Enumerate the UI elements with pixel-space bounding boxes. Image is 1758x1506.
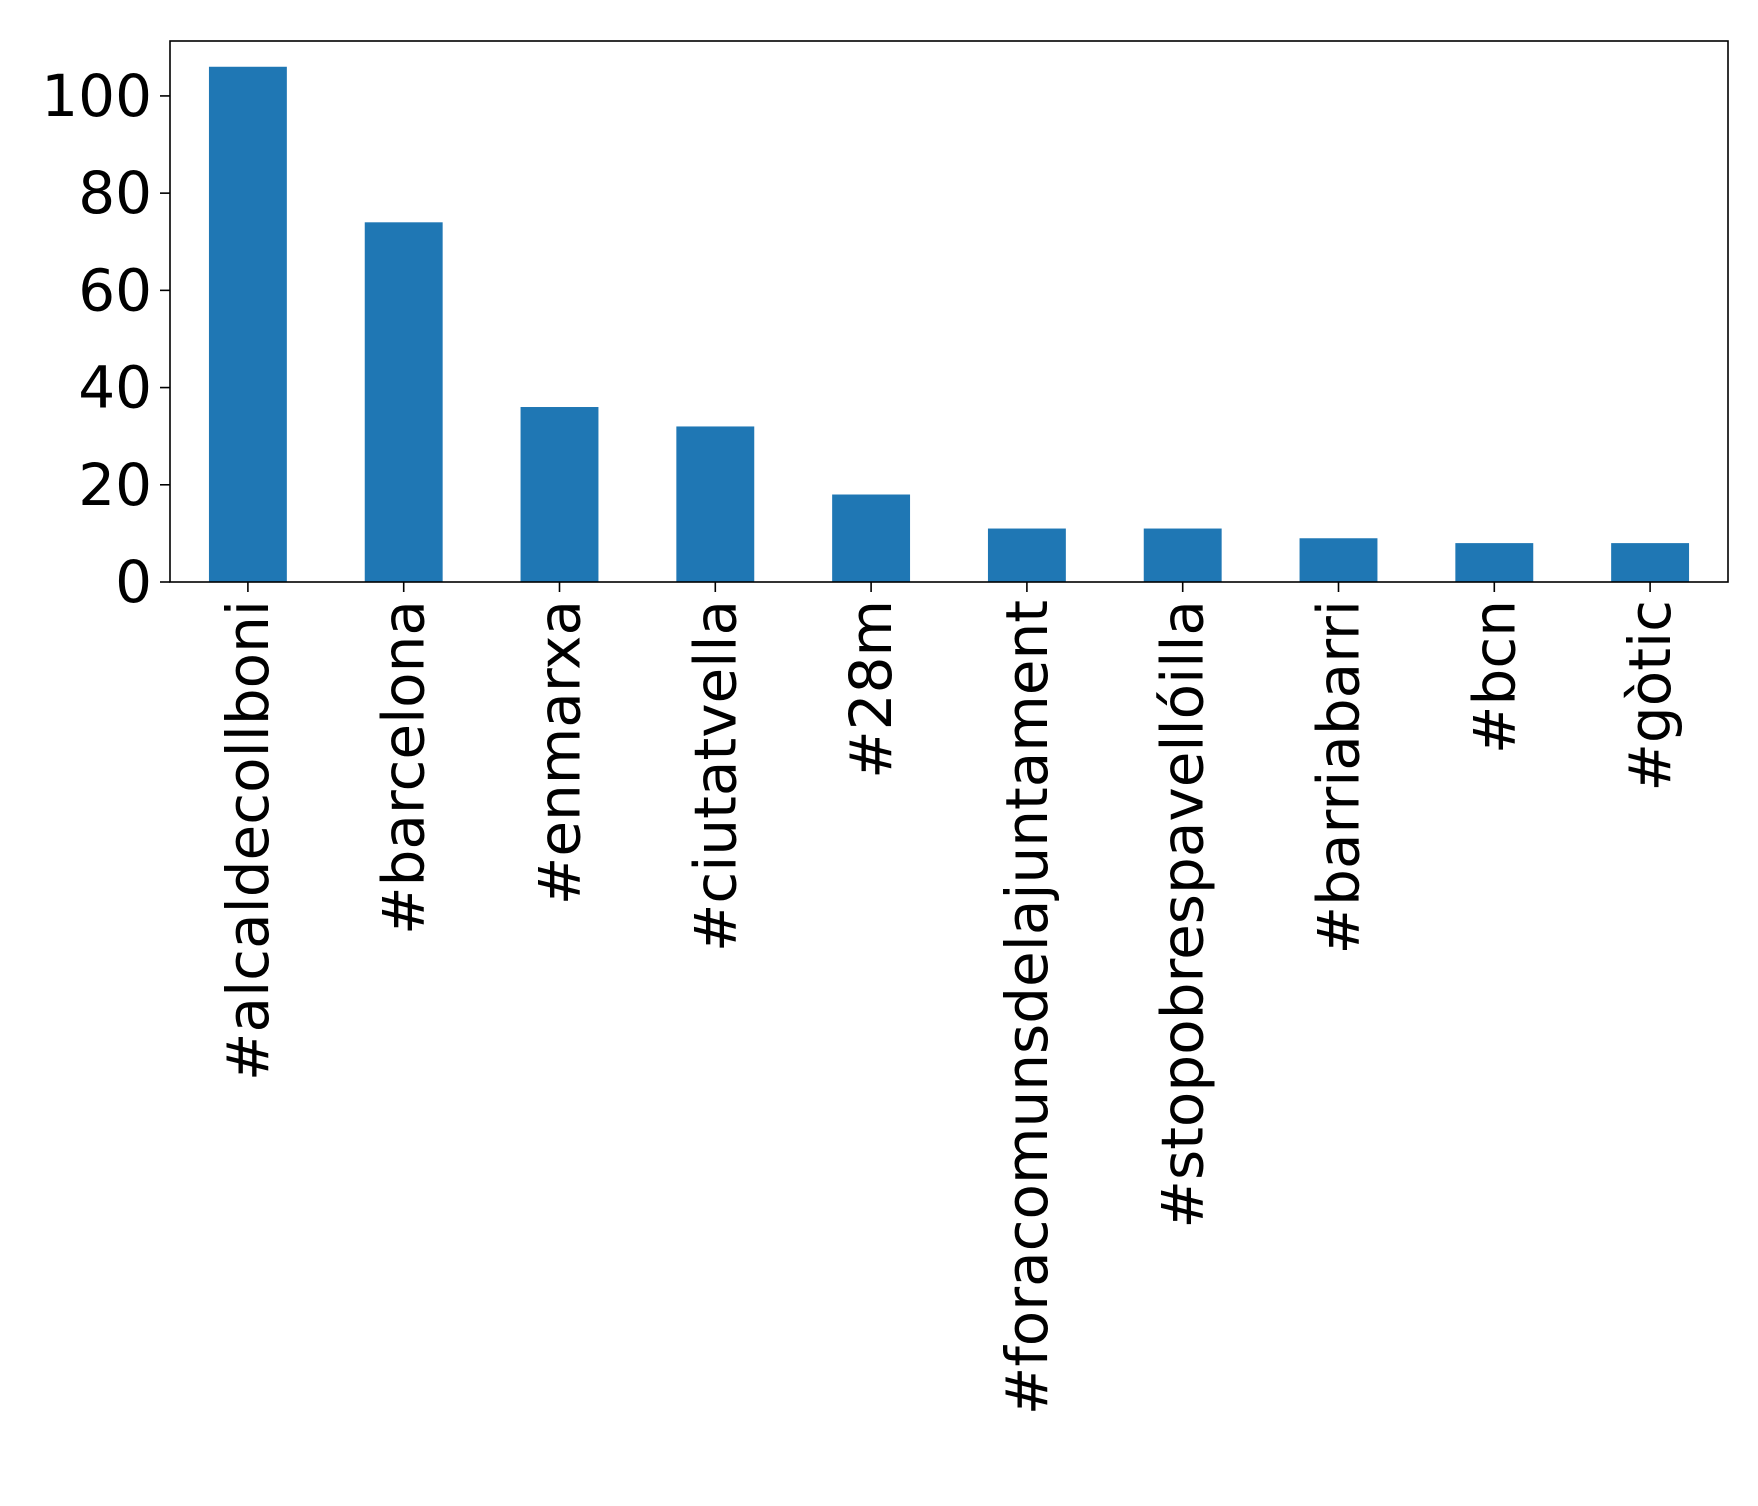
y-tick-label-0: 0 xyxy=(115,548,152,616)
y-tick-label-4: 80 xyxy=(78,159,152,227)
y-tick-label-5: 100 xyxy=(41,62,152,130)
x-tick-label-1: #barcelona xyxy=(370,600,438,935)
bar-4 xyxy=(832,494,911,582)
bars-group xyxy=(208,66,1690,582)
bar-3 xyxy=(676,426,755,582)
x-tick-label-6: #stopobrespavellóilla xyxy=(1149,600,1217,1229)
bar-6 xyxy=(1143,528,1222,582)
bar-7 xyxy=(1299,538,1378,582)
bar-9 xyxy=(1611,543,1690,582)
bar-2 xyxy=(520,407,599,582)
bar-0 xyxy=(208,66,287,582)
x-tick-label-7: #barriabarri xyxy=(1305,600,1373,954)
y-tick-label-2: 40 xyxy=(78,354,152,422)
y-tick-label-3: 60 xyxy=(78,256,152,324)
bar-8 xyxy=(1455,543,1534,582)
bar-1 xyxy=(364,222,443,582)
bar-5 xyxy=(987,528,1066,582)
x-tick-label-0: #alcaldecollboni xyxy=(214,600,282,1081)
x-tick-label-8: #bcn xyxy=(1460,600,1528,754)
x-tick-label-4: #28m xyxy=(837,600,905,779)
y-axis: 0 20 40 60 80 100 xyxy=(41,62,170,616)
x-tick-label-9: #gòtic xyxy=(1616,600,1684,792)
x-tick-label-5: #foracomunsdelajuntament xyxy=(993,600,1061,1415)
y-tick-label-1: 20 xyxy=(78,451,152,519)
plot-frame xyxy=(169,40,1729,583)
x-tick-label-3: #ciutatvella xyxy=(681,600,749,952)
x-tick-label-2: #enmarxa xyxy=(526,600,594,905)
x-axis: #alcaldecollboni #barcelona #enmarxa #ciuta… xyxy=(214,582,1684,1415)
